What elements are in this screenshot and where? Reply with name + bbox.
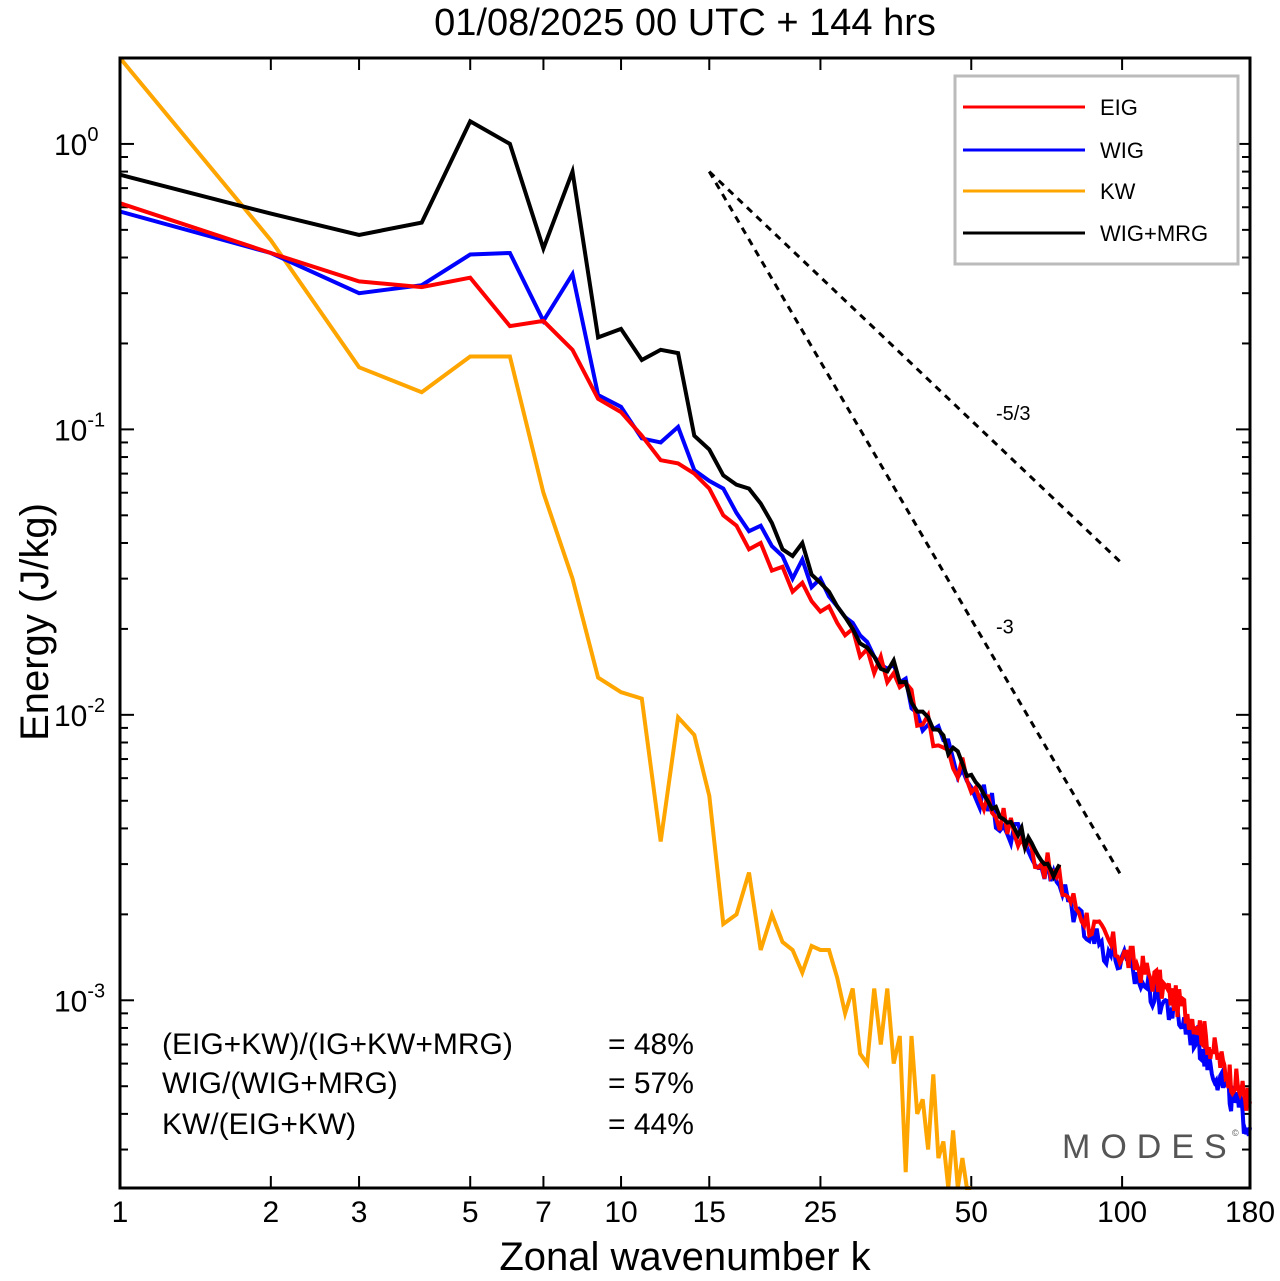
stat-value-eig-kw-ratio: = 48% xyxy=(608,1028,694,1061)
copyright-mark: © xyxy=(1232,1128,1239,1138)
stat-value-kw-ratio: = 44% xyxy=(608,1108,694,1141)
x-tick-label: 7 xyxy=(535,1196,552,1229)
reference-slope-line xyxy=(707,170,1124,878)
reference-slope-line xyxy=(708,170,1124,565)
series-line-eig xyxy=(119,201,1252,1111)
series-line-wig-mrg xyxy=(119,118,1062,882)
x-tick-labels: 1 2 3 5 7 10 15 25 50 100 180 xyxy=(112,1196,1275,1229)
legend: EIG WIG KW WIG+MRG xyxy=(953,74,1240,266)
y-tick-labels: 100 10-1 10-2 10-3 xyxy=(54,124,105,1018)
modes-watermark: MODES xyxy=(1062,1128,1237,1166)
reference-slope-label: -3 xyxy=(996,616,1014,638)
legend-label-wig: WIG xyxy=(1100,138,1144,163)
series-line-kw xyxy=(118,56,972,1190)
x-tick-label: 15 xyxy=(693,1196,726,1229)
x-tick-label: 5 xyxy=(462,1196,479,1229)
reference-slope-label: -5/3 xyxy=(996,403,1030,425)
x-tick-label: 1 xyxy=(112,1196,129,1229)
y-tick-label: 10-2 xyxy=(54,695,105,733)
legend-label-wig-mrg: WIG+MRG xyxy=(1100,221,1208,246)
y-tick-label: 10-1 xyxy=(54,409,105,447)
y-tick-label: 10-3 xyxy=(54,980,105,1018)
stat-label-kw-ratio: KW/(EIG+KW) xyxy=(162,1108,356,1141)
stat-label-wig-ratio: WIG/(WIG+MRG) xyxy=(162,1067,398,1100)
y-tick-label: 100 xyxy=(54,124,99,162)
stat-value-wig-ratio: = 57% xyxy=(608,1067,694,1100)
x-tick-label: 25 xyxy=(804,1196,837,1229)
x-tick-label: 3 xyxy=(351,1196,368,1229)
series-line-wig xyxy=(119,209,1252,1137)
series-layer xyxy=(118,56,1252,1190)
statistics-block: (EIG+KW)/(IG+KW+MRG) = 48% WIG/(WIG+MRG)… xyxy=(162,1028,694,1141)
legend-label-kw: KW xyxy=(1100,179,1136,204)
x-tick-label: 2 xyxy=(262,1196,279,1229)
x-tick-label: 10 xyxy=(604,1196,637,1229)
x-tick-label: 180 xyxy=(1225,1196,1275,1229)
plot-frame xyxy=(118,56,1252,1190)
reference-slope-layer: -5/3 -3 xyxy=(707,170,1124,878)
chart-title: 01/08/2025 00 UTC + 144 hrs xyxy=(434,2,936,44)
x-tick-label: 50 xyxy=(955,1196,988,1229)
y-axis-label: Energy (J/kg) xyxy=(13,503,57,741)
x-axis-label: Zonal wavenumber k xyxy=(499,1235,871,1279)
stat-label-eig-kw-ratio: (EIG+KW)/(IG+KW+MRG) xyxy=(162,1028,513,1061)
x-tick-label: 100 xyxy=(1097,1196,1147,1229)
legend-label-eig: EIG xyxy=(1100,95,1138,120)
